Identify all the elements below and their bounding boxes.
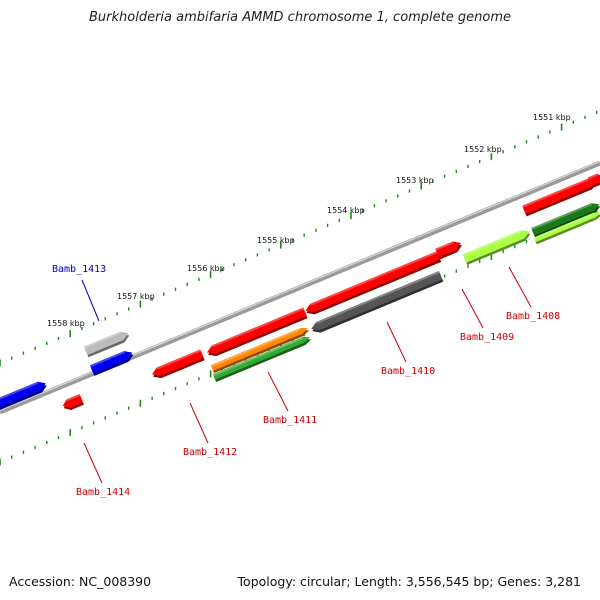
feature-bamb-1413-blue[interactable] bbox=[89, 348, 135, 376]
topology-value: circular bbox=[300, 574, 347, 589]
genome-backbone bbox=[0, 160, 600, 415]
feature-bamb-1410-rna[interactable] bbox=[310, 271, 444, 335]
genome-stats-text: Topology: circular; Length: 3,556,545 bp… bbox=[237, 574, 581, 589]
length-value: 3,556,545 bp bbox=[405, 574, 490, 589]
feature-bamb-1409-cds[interactable] bbox=[435, 239, 463, 260]
feature-bamb-1414-cds[interactable] bbox=[61, 394, 84, 412]
kbp-label-1553: 1553 kbp bbox=[396, 176, 434, 185]
feature-bamb-1414-blue[interactable] bbox=[0, 379, 49, 412]
kbp-label-1557: 1557 kbp bbox=[117, 292, 155, 301]
leader-line-bamb-1410 bbox=[386, 321, 407, 363]
gene-label-bamb-1410[interactable]: Bamb_1410 bbox=[381, 366, 435, 377]
feature-bamb-1408-cds[interactable] bbox=[522, 176, 598, 217]
gene-label-bamb-1414[interactable]: Bamb_1414 bbox=[76, 487, 130, 498]
feature-bamb-1412-cds[interactable] bbox=[150, 349, 205, 380]
genes-value: 3,281 bbox=[545, 574, 581, 589]
leader-line-bamb-1414 bbox=[83, 442, 103, 484]
page-title: Burkholderia ambifaria AMMD chromosome 1… bbox=[88, 10, 512, 25]
leader-line-bamb-1412 bbox=[189, 402, 209, 444]
leader-line-bamb-1411 bbox=[267, 371, 289, 412]
leader-line-bamb-1408 bbox=[508, 266, 532, 308]
length-label: Length: bbox=[354, 574, 402, 589]
kbp-label-1556: 1556 kbp bbox=[187, 264, 225, 273]
gene-label-bamb-1411[interactable]: Bamb_1411 bbox=[263, 415, 317, 426]
kbp-label-1552: 1552 kbp bbox=[464, 145, 502, 154]
kbp-label-1555: 1555 kbp bbox=[257, 236, 295, 245]
feature-bamb-1411-cds[interactable] bbox=[205, 307, 308, 359]
leader-line-bamb-1413 bbox=[81, 279, 100, 322]
genome-backbone-highlight bbox=[0, 160, 600, 412]
feature-bamb-1411-green[interactable] bbox=[212, 334, 312, 383]
kbp-label-1558: 1558 kbp bbox=[47, 319, 85, 328]
gene-label-bamb-1408[interactable]: Bamb_1408 bbox=[506, 311, 560, 322]
leader-line-bamb-1409 bbox=[461, 288, 484, 329]
accession-text: Accession: NC_008390 bbox=[9, 574, 151, 589]
gene-label-bamb-1409[interactable]: Bamb_1409 bbox=[460, 332, 514, 343]
gene-label-bamb-1412[interactable]: Bamb_1412 bbox=[183, 447, 237, 458]
feature-bamb-1413-gray[interactable] bbox=[84, 329, 131, 358]
feature-bamb-1408-green[interactable] bbox=[531, 201, 600, 238]
gene-label-bamb-1413[interactable]: Bamb_1413 bbox=[52, 264, 106, 275]
topology-label: Topology: bbox=[237, 574, 297, 589]
feature-bamb-1408-green2[interactable] bbox=[533, 210, 600, 245]
genes-label: Genes: bbox=[497, 574, 542, 589]
kbp-label-1554: 1554 kbp bbox=[327, 206, 365, 215]
feature-bamb-1410-cds[interactable] bbox=[304, 251, 442, 317]
feature-bamb-1408-yellow[interactable] bbox=[462, 227, 532, 265]
accession-label: Accession: bbox=[9, 574, 76, 589]
kbp-label-1551: 1551 kbp bbox=[533, 113, 571, 122]
outer-scale-ticks bbox=[0, 110, 598, 367]
accession-value: NC_008390 bbox=[79, 574, 152, 589]
feature-bamb-1411-orange[interactable] bbox=[210, 325, 310, 374]
